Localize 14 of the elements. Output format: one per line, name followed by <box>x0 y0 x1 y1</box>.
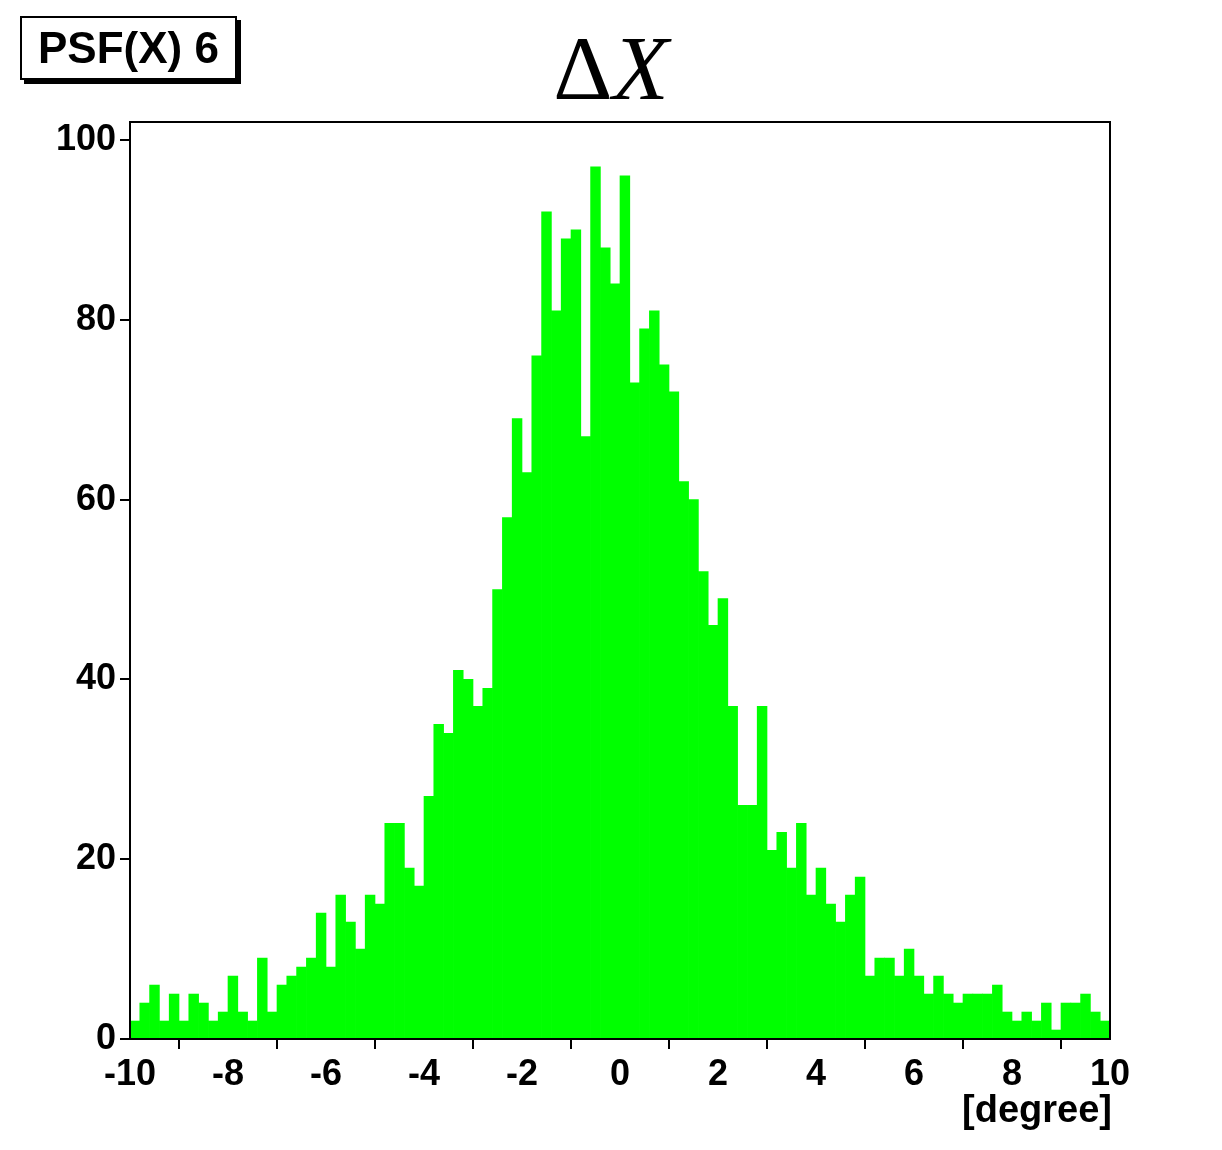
x-tick-label: -8 <box>211 1051 245 1093</box>
y-tick-label: 60 <box>75 476 116 518</box>
x-tick-label: 2 <box>707 1051 729 1093</box>
y-tick-label: 100 <box>55 116 116 158</box>
x-tick-label: -6 <box>309 1051 343 1093</box>
y-tick-label: 40 <box>75 656 116 698</box>
y-tick-label: 80 <box>75 296 116 338</box>
x-tick-label: 6 <box>903 1051 925 1093</box>
x-tick-label: 0 <box>609 1051 631 1093</box>
x-tick-label: -4 <box>407 1051 441 1093</box>
text: PSF(X) 6 <box>20 16 237 80</box>
x-tick-label: -2 <box>505 1051 539 1093</box>
x-tick-label: 4 <box>805 1051 827 1093</box>
y-tick-label: 20 <box>75 836 116 878</box>
